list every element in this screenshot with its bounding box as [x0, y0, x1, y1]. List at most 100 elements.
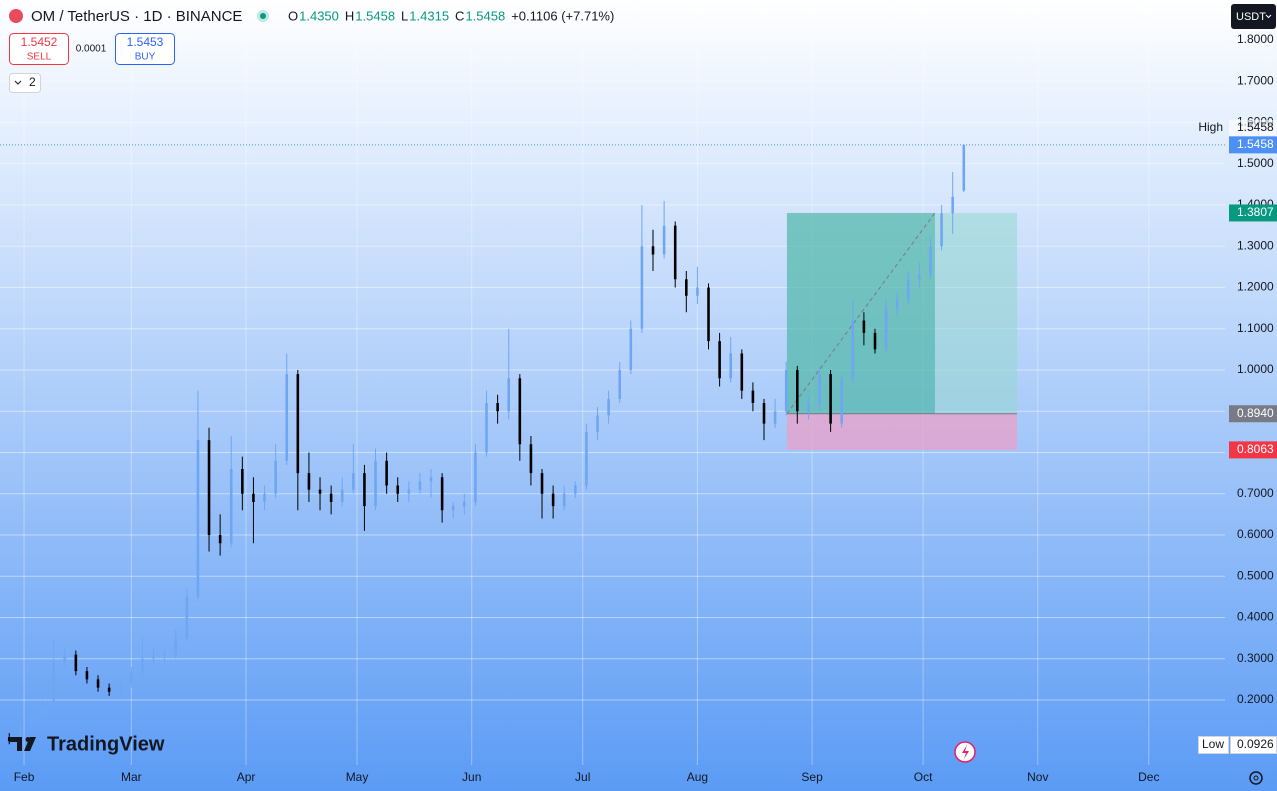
candle-body — [773, 411, 777, 424]
y-tick-label: 1.0000 — [1237, 362, 1274, 376]
price-tag-label: 0.8063 — [1237, 442, 1274, 456]
buy-price: 1.5453 — [127, 35, 164, 49]
x-tick-label: Jun — [462, 770, 481, 784]
candle-body — [363, 473, 366, 507]
candle-body — [374, 460, 377, 507]
settings-icon[interactable] — [1249, 771, 1263, 785]
candle-body — [629, 328, 633, 371]
candle-body — [685, 279, 688, 296]
candle-body — [485, 403, 488, 453]
candle-body — [229, 468, 233, 544]
candle-body — [318, 489, 322, 494]
x-tick-label: Mar — [121, 770, 142, 784]
candle-body — [207, 440, 211, 535]
candle-body — [241, 468, 244, 494]
candle-body — [862, 320, 866, 333]
x-tick-label: Nov — [1027, 770, 1048, 784]
x-tick-label: Apr — [237, 770, 256, 784]
candle-body — [63, 654, 67, 663]
stop-zone — [786, 413, 1018, 450]
candle-body — [218, 534, 222, 544]
candle-body — [729, 353, 733, 379]
price-tag-label: 1.5458 — [1237, 137, 1274, 151]
buy-label: BUY — [135, 52, 156, 63]
candle-body — [718, 341, 721, 379]
candle-body — [85, 671, 89, 680]
axes: 1.80001.70001.60001.50001.40001.30001.20… — [0, 32, 1277, 784]
candle-body — [296, 374, 300, 474]
candle-body — [640, 246, 644, 329]
candle-body — [463, 501, 466, 507]
candle-body — [662, 225, 666, 255]
price-tag — [1229, 405, 1277, 423]
candle-body — [696, 287, 699, 296]
high-label: High — [1198, 120, 1223, 134]
candle-body — [307, 473, 311, 490]
candle-body — [796, 370, 799, 412]
candle-body — [96, 679, 100, 688]
ohlc-key: C — [455, 8, 464, 23]
candle-body — [929, 246, 932, 276]
candle-body — [962, 144, 966, 191]
candle-body — [895, 299, 899, 309]
candle-body — [451, 506, 455, 511]
candle-body — [607, 398, 610, 416]
symbol-title[interactable]: OM / TetherUS · 1D · BINANCE — [31, 8, 242, 25]
candle-body — [807, 403, 810, 412]
candle-body — [518, 378, 522, 445]
candle-body — [396, 485, 400, 494]
ohlc-value: 1.5458 — [465, 8, 505, 23]
high-value: 1.5458 — [1237, 120, 1274, 134]
y-tick-label: 1.8000 — [1237, 32, 1274, 46]
low-label: Low — [1202, 737, 1224, 751]
indicators-toggle[interactable] — [9, 73, 41, 93]
candle-body — [252, 493, 255, 502]
y-tick-label: 1.2000 — [1237, 280, 1274, 294]
x-tick-label: Dec — [1138, 770, 1159, 784]
ohlc-key: H — [345, 8, 354, 23]
candle-body — [618, 370, 622, 399]
ohlc-value: 1.4350 — [299, 8, 339, 23]
candle-body — [407, 489, 411, 494]
candle-body — [762, 403, 766, 424]
ohlc-key: L — [401, 8, 408, 23]
candle-body — [329, 493, 333, 502]
candle-body — [263, 493, 266, 502]
candle-body — [829, 374, 832, 424]
y-tick-label: 0.6000 — [1237, 527, 1274, 541]
currency-button[interactable] — [1231, 4, 1276, 29]
ohlc-value: 1.5458 — [355, 8, 395, 23]
brand: TradingView — [47, 733, 165, 755]
spread: 0.0001 — [76, 44, 107, 55]
candle-body — [41, 704, 44, 717]
candle-body — [474, 452, 477, 502]
target-progress — [786, 212, 935, 414]
candle-body — [74, 654, 78, 672]
y-tick-label: 0.2000 — [1237, 692, 1274, 706]
bolt — [962, 745, 969, 759]
settings-core — [1253, 775, 1259, 781]
price-tag-label: 0.8940 — [1237, 406, 1274, 420]
x-tick-label: Jul — [575, 770, 590, 784]
candle-body — [707, 287, 710, 342]
sell-button[interactable] — [9, 33, 69, 65]
candle-body — [196, 440, 200, 597]
y-tick-label: 1.5000 — [1237, 156, 1274, 170]
candle-body — [274, 460, 277, 494]
target-zone — [786, 212, 1018, 414]
candle-body — [940, 213, 943, 247]
candle-body — [574, 485, 577, 494]
y-tick-label: 0.7000 — [1237, 486, 1274, 500]
buy-button[interactable] — [115, 33, 175, 65]
candle-body — [340, 489, 344, 502]
position-tool — [786, 212, 1018, 450]
brand-logo: TradingView — [10, 733, 165, 755]
candle-body — [429, 477, 433, 482]
ohlc-key: O — [288, 8, 298, 23]
candle-body — [418, 481, 422, 490]
candle-body — [107, 687, 111, 692]
candle-body — [440, 477, 444, 511]
brand-icon — [10, 737, 36, 751]
candle-body — [352, 473, 355, 490]
